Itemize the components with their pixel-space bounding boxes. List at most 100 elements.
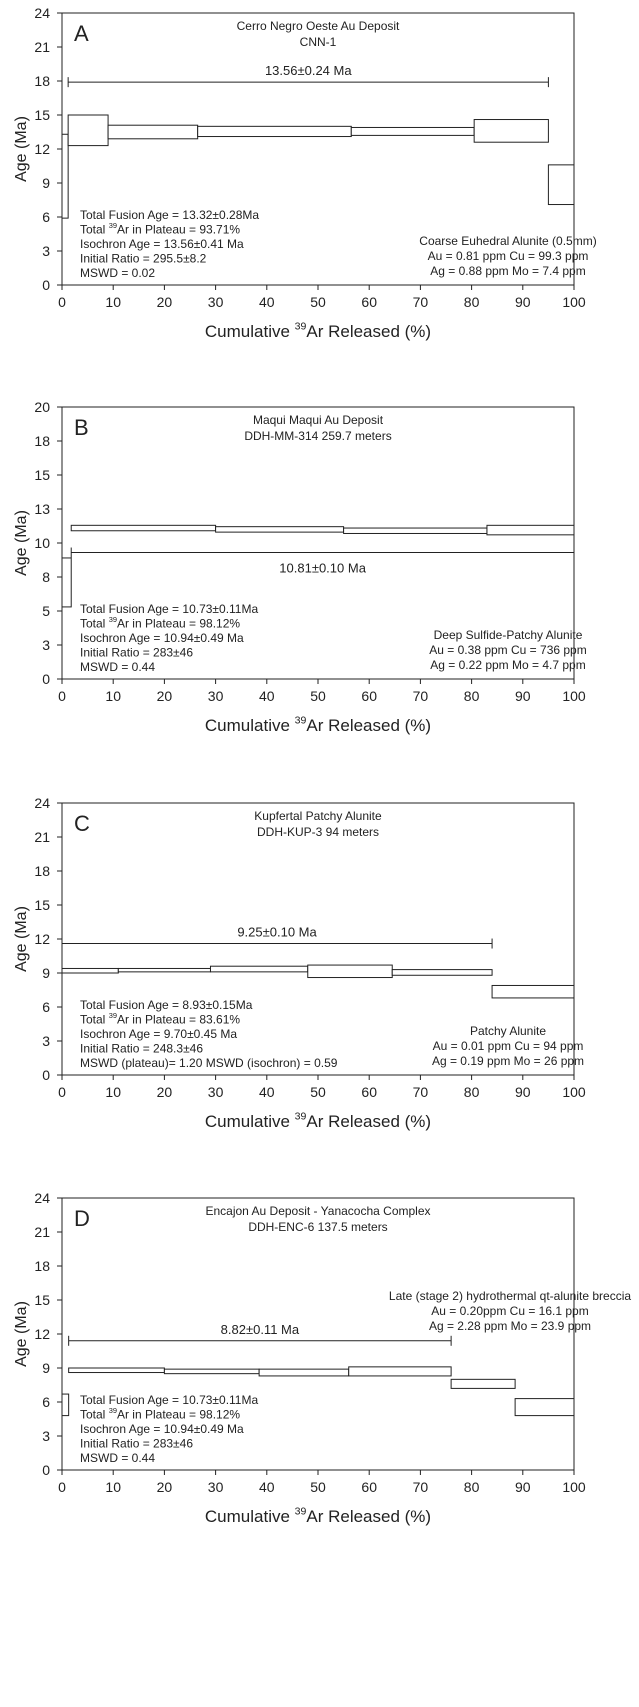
step-box — [68, 1367, 165, 1374]
y-axis-label: Age (Ma) — [13, 1301, 30, 1367]
x-tick-label: 10 — [105, 1479, 121, 1495]
x-tick-label: 50 — [310, 1479, 326, 1495]
x-tick-label: 80 — [464, 1084, 480, 1100]
info-line: Isochron Age = 10.94±0.49 Ma — [80, 1422, 244, 1436]
x-tick-label: 20 — [157, 1084, 173, 1100]
chem-line: Ag = 0.22 ppm Mo = 4.7 ppm — [430, 658, 585, 672]
info-line: Initial Ratio = 283±46 — [80, 646, 193, 660]
x-tick-label: 70 — [413, 1479, 429, 1495]
step-box — [547, 164, 575, 206]
step-box — [450, 1378, 516, 1389]
x-tick-label: 60 — [361, 1084, 377, 1100]
chem-line: Coarse Euhedral Alunite (0.5mm) — [419, 234, 596, 248]
step-box — [61, 967, 119, 974]
chem-line: Patchy Alunite — [470, 1024, 546, 1038]
info-line: Initial Ratio = 295.5±8.2 — [80, 252, 207, 266]
x-tick-label: 0 — [58, 294, 66, 310]
step-box — [107, 124, 199, 140]
step-box — [117, 967, 211, 973]
y-tick-label: 21 — [34, 1224, 50, 1240]
y-tick-label: 15 — [34, 1292, 50, 1308]
info-line: MSWD (plateau)= 1.20 MSWD (isochron) = 0… — [80, 1056, 338, 1070]
x-tick-label: 90 — [515, 1479, 531, 1495]
x-tick-label: 20 — [157, 1479, 173, 1495]
step-box — [391, 969, 493, 976]
x-axis-label: Cumulative 39Ar Released (%) — [205, 1110, 431, 1131]
panel-title: Maqui Maqui Au Deposit — [253, 413, 384, 427]
info-line: Total 39Ar in Plateau = 93.71% — [80, 221, 240, 236]
step-box — [473, 119, 549, 143]
panel-title: Cerro Negro Oeste Au Deposit — [237, 19, 400, 33]
info-line: Total Fusion Age = 8.93±0.15Ma — [80, 998, 253, 1012]
chem-line: Au = 0.20ppm Cu = 16.1 ppm — [431, 1304, 588, 1318]
info-line: MSWD = 0.44 — [80, 660, 155, 674]
x-tick-label: 30 — [208, 1084, 224, 1100]
info-line: MSWD = 0.02 — [80, 266, 155, 280]
x-tick-label: 80 — [464, 294, 480, 310]
info-line: Initial Ratio = 283±46 — [80, 1437, 193, 1451]
x-tick-label: 60 — [361, 688, 377, 704]
step-box — [61, 557, 72, 608]
y-tick-label: 13 — [34, 501, 50, 517]
y-tick-label: 24 — [34, 795, 50, 811]
info-line: Total Fusion Age = 13.32±0.28Ma — [80, 208, 259, 222]
x-tick-label: 0 — [58, 688, 66, 704]
info-line: Total 39Ar in Plateau = 98.12% — [80, 615, 240, 630]
panel-title: Encajon Au Deposit - Yanacocha Complex — [205, 1204, 430, 1218]
x-tick-label: 70 — [413, 688, 429, 704]
y-tick-label: 0 — [42, 671, 50, 687]
chem-line: Late (stage 2) hydrothermal qt-alunite b… — [389, 1289, 631, 1303]
x-tick-label: 20 — [157, 294, 173, 310]
y-tick-label: 5 — [42, 603, 50, 619]
x-tick-label: 40 — [259, 1084, 275, 1100]
chart-panel-c: 0 3 6 9 12 15 18 21 24 0 10 20 30 40 50 60 70 80 90 100 Age … — [13, 795, 586, 1131]
x-tick-label: 50 — [310, 1084, 326, 1100]
y-tick-label: 9 — [42, 965, 50, 981]
y-tick-label: 9 — [42, 175, 50, 191]
chem-line: Ag = 0.88 ppm Mo = 7.4 ppm — [430, 264, 585, 278]
step-box — [348, 1366, 452, 1377]
step-box — [307, 964, 393, 979]
y-tick-label: 0 — [42, 1067, 50, 1083]
y-tick-label: 3 — [42, 1033, 50, 1049]
x-tick-label: 50 — [310, 294, 326, 310]
x-tick-label: 100 — [562, 294, 586, 310]
y-tick-label: 8 — [42, 569, 50, 585]
y-tick-label: 18 — [34, 1258, 50, 1274]
y-tick-label: 15 — [34, 467, 50, 483]
y-tick-label: 20 — [34, 399, 50, 415]
x-tick-label: 70 — [413, 294, 429, 310]
y-axis-label: Age (Ma) — [13, 906, 30, 972]
x-tick-label: 100 — [562, 1084, 586, 1100]
x-axis-label: Cumulative 39Ar Released (%) — [205, 714, 431, 735]
x-tick-label: 10 — [105, 688, 121, 704]
x-tick-label: 40 — [259, 294, 275, 310]
chart-panel-a: 0 3 6 9 12 15 18 21 24 0 10 20 30 40 50 60 70 80 90 100 Age … — [13, 5, 597, 341]
plateau-label: 13.56±0.24 Ma — [265, 63, 352, 78]
step-box — [163, 1368, 260, 1375]
x-tick-label: 80 — [464, 688, 480, 704]
x-tick-label: 10 — [105, 1084, 121, 1100]
x-tick-label: 90 — [515, 688, 531, 704]
chem-line: Ag = 2.28 ppm Mo = 23.9 ppm — [429, 1319, 591, 1333]
info-line: Initial Ratio = 248.3±46 — [80, 1042, 203, 1056]
step-box — [70, 524, 217, 532]
x-tick-label: 80 — [464, 1479, 480, 1495]
chem-line: Ag = 0.19 ppm Mo = 26 ppm — [432, 1054, 584, 1068]
y-axis-label: Age (Ma) — [13, 116, 30, 182]
x-tick-label: 70 — [413, 1084, 429, 1100]
y-tick-label: 0 — [42, 277, 50, 293]
plateau-label: 10.81±0.10 Ma — [279, 561, 366, 576]
panel-letter: C — [74, 811, 90, 836]
x-tick-label: 30 — [208, 294, 224, 310]
x-tick-label: 0 — [58, 1479, 66, 1495]
y-tick-label: 15 — [34, 897, 50, 913]
x-tick-label: 40 — [259, 688, 275, 704]
step-box — [350, 126, 475, 136]
step-box — [215, 526, 345, 533]
x-tick-label: 50 — [310, 688, 326, 704]
y-tick-label: 12 — [34, 141, 50, 157]
chem-line: Au = 0.81 ppm Cu = 99.3 ppm — [428, 249, 589, 263]
plateau-label: 9.25±0.10 Ma — [237, 925, 317, 940]
